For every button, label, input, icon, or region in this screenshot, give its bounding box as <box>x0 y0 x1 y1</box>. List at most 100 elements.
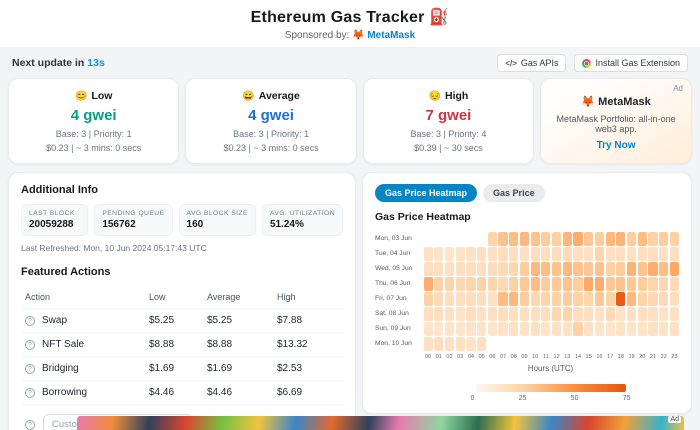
gas-card-details: Base: 3 | Priority: 1 $0.23 | ~ 3 mins: 0… <box>192 128 349 155</box>
gas-card-details: Base: 3 | Priority: 4 $0.39 | ~ 30 secs <box>370 128 527 155</box>
legend-tick: 75 <box>622 395 631 402</box>
stat-value: 20059288 <box>29 219 74 230</box>
heatmap-cell <box>626 247 637 261</box>
help-icon[interactable]: ? <box>25 363 35 374</box>
hour-tick-label: 12 <box>553 354 560 360</box>
heatmap-cell <box>541 322 551 336</box>
heatmap-cell <box>670 337 679 351</box>
column-header: Action <box>25 292 51 302</box>
heatmap-cell <box>594 307 605 321</box>
try-now-link[interactable]: Try Now <box>596 140 636 151</box>
heatmap-cell <box>616 262 626 276</box>
heatmap-cell <box>541 232 551 246</box>
hour-tick-label: 18 <box>617 354 624 360</box>
heatmap-cell <box>519 277 530 291</box>
heatmap-cell <box>455 322 465 336</box>
install-extension-button[interactable]: Install Gas Extension <box>574 54 688 72</box>
heatmap-cell <box>466 322 476 336</box>
tab-gas-price-heatmap[interactable]: Gas Price Heatmap <box>375 184 478 202</box>
help-icon[interactable]: ? <box>25 419 35 430</box>
help-icon[interactable]: ? <box>25 387 35 398</box>
heatmap-cell <box>444 337 455 351</box>
heatmap-cell <box>594 247 605 261</box>
heatmap-cell <box>530 262 540 276</box>
heatmap-cell <box>509 322 519 336</box>
bottom-ad-banner[interactable]: Ad <box>77 416 684 430</box>
heatmap-cell <box>488 337 497 351</box>
heatmap-cell <box>498 262 508 276</box>
gas-card-high: 😔 High 7 gwei Base: 3 | Priority: 4 $0.39 | … <box>362 78 535 164</box>
heatmap-cell <box>520 337 529 351</box>
hour-tick-label: 21 <box>649 354 657 360</box>
heatmap-cell <box>487 277 497 291</box>
heatmap-cell <box>498 307 508 321</box>
heatmap-day-label: Thu, 06 Jun <box>375 280 411 288</box>
heatmap-cell <box>434 277 444 291</box>
tab-gas-price[interactable]: Gas Price <box>483 184 545 202</box>
heatmap-cell <box>627 337 636 351</box>
heatmap-cell <box>648 232 658 246</box>
heatmap-cell <box>584 232 594 246</box>
heatmap-cell <box>605 292 615 306</box>
heatmap-cell <box>509 262 519 276</box>
heatmap-day-label: Fri, 07 Jun <box>375 295 407 303</box>
heatmap-cell <box>562 262 572 276</box>
hour-tick-label: 08 <box>510 354 517 360</box>
page-title: Ethereum Gas Tracker ⛽ <box>250 9 450 26</box>
heatmap-cell <box>552 337 561 351</box>
help-icon[interactable]: ? <box>25 339 35 350</box>
heatmap-cell <box>509 232 519 246</box>
heatmap-legend: 0 25 50 75 <box>375 384 679 402</box>
legend-gradient-bar <box>475 384 626 392</box>
heatmap-cell <box>594 322 605 336</box>
heatmap-cell <box>541 337 550 351</box>
heatmap-cell <box>605 247 615 261</box>
heatmap-cell <box>669 232 679 246</box>
heatmap-cell <box>498 292 508 306</box>
heatmap-cell <box>584 322 594 336</box>
heatmap-title: Gas Price Heatmap <box>375 211 471 223</box>
sponsor-link[interactable]: MetaMask <box>367 30 416 41</box>
gas-tier-emoji: 😊 <box>74 91 88 102</box>
stat-label: AVG. UTILIZATION <box>269 210 335 217</box>
heatmap-cell <box>423 247 433 261</box>
gas-apis-button[interactable]: </> Gas APIs <box>497 54 567 72</box>
heatmap-cell <box>455 337 465 351</box>
actions-table-header: Action Low Average High <box>21 286 343 309</box>
heatmap-cell <box>584 307 594 321</box>
heatmap-cell <box>637 247 647 261</box>
heatmap-cell <box>455 307 465 321</box>
info-panel: Additional Info LAST BLOCK 20059288 PENDIN… <box>8 172 356 430</box>
heatmap-cell <box>551 277 562 291</box>
heatmap-cell <box>626 232 637 246</box>
heatmap-cell <box>434 247 444 261</box>
heatmap-cell <box>562 247 572 261</box>
heatmap-cell <box>669 277 679 291</box>
heatmap-cell <box>551 262 562 276</box>
metamask-ad-card[interactable]: Ad 🦊 MetaMask MetaMask Portfolio: all-in… <box>540 78 693 164</box>
legend-tick: 0 <box>470 395 475 402</box>
gas-tier-emoji: 😔 <box>428 91 441 102</box>
heatmap-cell <box>659 292 669 306</box>
heatmap-cell <box>466 307 476 321</box>
heatmap-cell <box>594 262 605 276</box>
gas-tier-emoji: 😄 <box>242 91 255 102</box>
stat-box: PENDING QUEUE 156762 <box>94 204 173 236</box>
hour-tick-label: 09 <box>521 354 528 360</box>
heatmap-cell <box>434 337 444 351</box>
heatmap-cell <box>530 292 540 306</box>
heatmap-cell <box>584 292 594 306</box>
heatmap-cell <box>434 307 444 321</box>
hour-tick-label: 20 <box>639 354 646 360</box>
heatmap-cell <box>519 232 530 246</box>
heatmap-cell <box>551 322 562 336</box>
action-name: Borrowing <box>42 387 88 398</box>
heatmap-cell <box>637 232 647 246</box>
heatmap-cell <box>616 322 626 336</box>
gas-tier-label: 😊 Low <box>15 90 172 102</box>
heatmap-cell <box>509 337 518 351</box>
gas-tier-label: 😄 Average <box>192 90 349 102</box>
help-icon[interactable]: ? <box>25 315 35 326</box>
heatmap-cell <box>573 277 583 291</box>
last-refreshed: Last Refreshed: Mon, 10 Jun 2024 05:17:4… <box>21 243 207 253</box>
